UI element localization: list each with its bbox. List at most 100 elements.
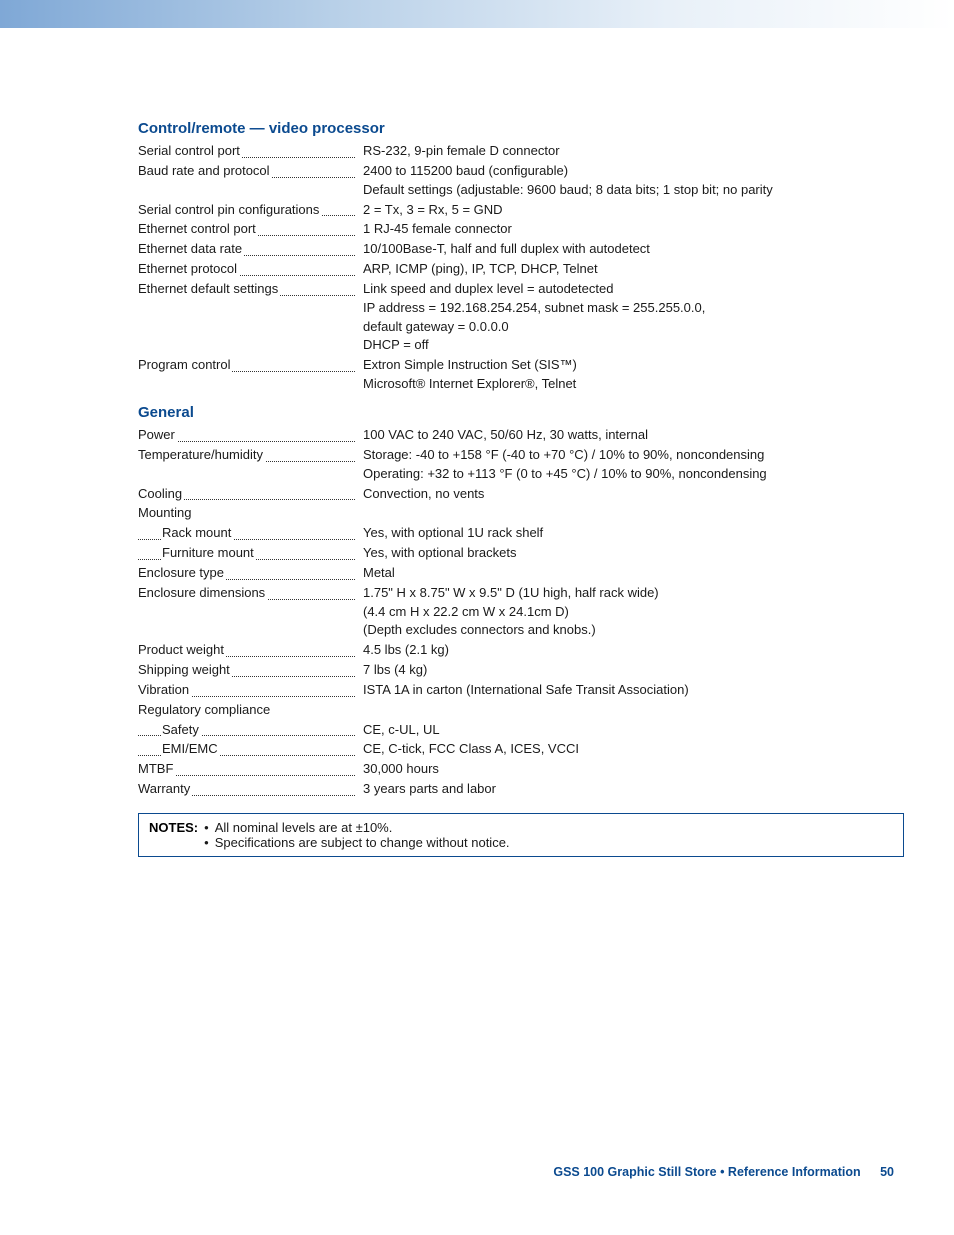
spec-value-line: Operating: +32 to +113 °F (0 to +45 °C) …: [363, 465, 904, 484]
spec-label: Regulatory compliance: [138, 701, 363, 720]
spec-value-line: Yes, with optional brackets: [363, 544, 904, 563]
spec-row: Safety CE, c-UL, UL: [138, 721, 904, 740]
spec-label-text: Serial control pin configurations: [138, 202, 321, 217]
spec-row: Power 100 VAC to 240 VAC, 50/60 Hz, 30 wa…: [138, 426, 904, 445]
spec-value-line: 30,000 hours: [363, 760, 904, 779]
spec-value: 1 RJ-45 female connector: [363, 220, 904, 239]
spec-label: Cooling: [138, 485, 363, 504]
spec-label-text: Vibration: [138, 682, 191, 697]
spec-label-text: Shipping weight: [138, 662, 232, 677]
spec-row: EMI/EMC CE, C-tick, FCC Class A, ICES, VC…: [138, 740, 904, 759]
spec-value: CE, C-tick, FCC Class A, ICES, VCCI: [363, 740, 904, 759]
spec-value-line: 100 VAC to 240 VAC, 50/60 Hz, 30 watts, …: [363, 426, 904, 445]
spec-value-line: CE, c-UL, UL: [363, 721, 904, 740]
spec-value: 10/100Base-T, half and full duplex with …: [363, 240, 904, 259]
spec-row: Temperature/humidity Storage: -40 to +158…: [138, 446, 904, 484]
spec-row: Rack mount Yes, with optional 1U rack she…: [138, 524, 904, 543]
spec-value-line: 4.5 lbs (2.1 kg): [363, 641, 904, 660]
spec-row: Ethernet protocolARP, ICMP (ping), IP, T…: [138, 260, 904, 279]
spec-label: Rack mount: [138, 524, 363, 543]
spec-label-text: Furniture mount: [162, 545, 256, 560]
spec-label-text: Regulatory compliance: [138, 702, 272, 717]
spec-row: Vibration ISTA 1A in carton (Internationa…: [138, 681, 904, 700]
spec-label-text: Enclosure dimensions: [138, 585, 267, 600]
spec-label: Shipping weight: [138, 661, 363, 680]
section-control-remote: Control/remote — video processor Serial …: [138, 120, 904, 394]
spec-row: Furniture mount Yes, with optional bracke…: [138, 544, 904, 563]
spec-label-text: Power: [138, 427, 177, 442]
spec-row: Mounting: [138, 504, 904, 523]
spec-label: Warranty: [138, 780, 363, 799]
spec-row: Enclosure dimensions 1.75" H x 8.75" W x …: [138, 584, 904, 641]
spec-value-line: CE, C-tick, FCC Class A, ICES, VCCI: [363, 740, 904, 759]
spec-label: Baud rate and protocol: [138, 162, 363, 181]
spec-label: Product weight: [138, 641, 363, 660]
spec-label-text: Rack mount: [162, 525, 233, 540]
top-gradient-bar: [0, 0, 954, 28]
spec-label: Ethernet protocol: [138, 260, 363, 279]
spec-label-text: MTBF: [138, 761, 175, 776]
spec-label-text: Enclosure type: [138, 565, 226, 580]
spec-value-line: IP address = 192.168.254.254, subnet mas…: [363, 299, 904, 318]
spec-label: Temperature/humidity: [138, 446, 363, 465]
spec-value: Link speed and duplex level = autodetect…: [363, 280, 904, 355]
spec-label-text: Ethernet data rate: [138, 241, 244, 256]
spec-value-line: Metal: [363, 564, 904, 583]
spec-row: Product weight4.5 lbs (2.1 kg): [138, 641, 904, 660]
page-footer: GSS 100 Graphic Still Store • Reference …: [553, 1165, 894, 1179]
spec-value-line: Link speed and duplex level = autodetect…: [363, 280, 904, 299]
spec-value-line: ISTA 1A in carton (International Safe Tr…: [363, 681, 904, 700]
spec-label: Furniture mount: [138, 544, 363, 563]
spec-label-text: Serial control port: [138, 143, 242, 158]
spec-label: Ethernet data rate: [138, 240, 363, 259]
spec-list: Serial control portRS-232, 9-pin female …: [138, 142, 904, 394]
spec-label-text: Safety: [162, 722, 201, 737]
spec-label-text: Warranty: [138, 781, 192, 796]
content-area: Control/remote — video processor Serial …: [138, 110, 904, 857]
spec-label-text: EMI/EMC: [162, 741, 220, 756]
spec-label: Enclosure type: [138, 564, 363, 583]
spec-value-line: DHCP = off: [363, 336, 904, 355]
spec-label: MTBF: [138, 760, 363, 779]
spec-value-line: 7 lbs (4 kg): [363, 661, 904, 680]
spec-label-text: Program control: [138, 357, 232, 372]
spec-label: Mounting: [138, 504, 363, 523]
spec-value-line: default gateway = 0.0.0.0: [363, 318, 904, 337]
spec-value-line: 2400 to 115200 baud (configurable): [363, 162, 904, 181]
notes-label: NOTES:: [149, 820, 198, 850]
spec-value: 1.75" H x 8.75" W x 9.5" D (1U high, hal…: [363, 584, 904, 641]
spec-value: Metal: [363, 564, 904, 583]
spec-value: Yes, with optional 1U rack shelf: [363, 524, 904, 543]
spec-label-text: Temperature/humidity: [138, 447, 265, 462]
spec-value-line: Microsoft® Internet Explorer®, Telnet: [363, 375, 904, 394]
spec-row: Program controlExtron Simple Instruction…: [138, 356, 904, 394]
spec-row: MTBF 30,000 hours: [138, 760, 904, 779]
footer-text: GSS 100 Graphic Still Store • Reference …: [553, 1165, 860, 1179]
spec-row: Regulatory compliance: [138, 701, 904, 720]
spec-value-line: (Depth excludes connectors and knobs.): [363, 621, 904, 640]
spec-value: CE, c-UL, UL: [363, 721, 904, 740]
spec-label: Safety: [138, 721, 363, 740]
spec-label: Ethernet control port: [138, 220, 363, 239]
spec-row: Serial control pin configurations 2 = Tx,…: [138, 201, 904, 220]
spec-value-line: ARP, ICMP (ping), IP, TCP, DHCP, Telnet: [363, 260, 904, 279]
spec-value: 3 years parts and labor: [363, 780, 904, 799]
spec-value: Yes, with optional brackets: [363, 544, 904, 563]
spec-label: Ethernet default settings: [138, 280, 363, 299]
spec-value-line: 2 = Tx, 3 = Rx, 5 = GND: [363, 201, 904, 220]
spec-value: Storage: -40 to +158 °F (-40 to +70 °C) …: [363, 446, 904, 484]
spec-row: Warranty 3 years parts and labor: [138, 780, 904, 799]
spec-value: 2400 to 115200 baud (configurable)Defaul…: [363, 162, 904, 200]
spec-label: Vibration: [138, 681, 363, 700]
spec-label: Serial control pin configurations: [138, 201, 363, 220]
spec-row: Shipping weight 7 lbs (4 kg): [138, 661, 904, 680]
spec-value: 4.5 lbs (2.1 kg): [363, 641, 904, 660]
spec-row: Ethernet default settingsLink speed and …: [138, 280, 904, 355]
section-general: General Power 100 VAC to 240 VAC, 50/60 H…: [138, 404, 904, 799]
spec-value-line: 1 RJ-45 female connector: [363, 220, 904, 239]
spec-value: 2 = Tx, 3 = Rx, 5 = GND: [363, 201, 904, 220]
notes-box: NOTES: All nominal levels are at ±10%. S…: [138, 813, 904, 857]
spec-row: Serial control portRS-232, 9-pin female …: [138, 142, 904, 161]
section-heading: General: [138, 404, 904, 421]
spec-row: Enclosure type Metal: [138, 564, 904, 583]
